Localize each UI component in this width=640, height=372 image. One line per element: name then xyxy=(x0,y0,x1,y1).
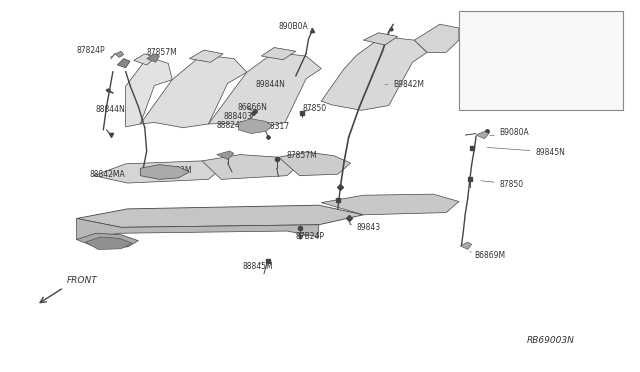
Text: 88845M: 88845M xyxy=(243,262,273,271)
Polygon shape xyxy=(414,24,459,52)
Polygon shape xyxy=(147,54,159,62)
Text: 87850: 87850 xyxy=(481,180,524,189)
Text: FRONT: FRONT xyxy=(67,276,98,285)
Text: B6B4BR: B6B4BR xyxy=(484,49,515,58)
Text: 89844N: 89844N xyxy=(255,80,291,89)
Text: 86866N: 86866N xyxy=(237,103,267,112)
Text: 87857M: 87857M xyxy=(282,151,317,160)
Text: B9842M: B9842M xyxy=(385,80,424,89)
Text: 890B0A: 890B0A xyxy=(278,22,312,31)
Polygon shape xyxy=(94,161,221,183)
Text: 68317: 68317 xyxy=(261,122,290,131)
Text: 87850: 87850 xyxy=(302,104,326,113)
Text: 89845N: 89845N xyxy=(487,147,565,157)
Polygon shape xyxy=(217,151,234,160)
Text: B9080A: B9080A xyxy=(490,128,529,137)
Polygon shape xyxy=(278,152,351,176)
Polygon shape xyxy=(115,51,124,58)
Polygon shape xyxy=(140,164,189,179)
Polygon shape xyxy=(134,54,156,65)
Polygon shape xyxy=(239,119,272,134)
Polygon shape xyxy=(460,242,472,250)
Text: 88842M: 88842M xyxy=(162,166,193,175)
Polygon shape xyxy=(261,48,296,60)
Polygon shape xyxy=(125,57,172,127)
Polygon shape xyxy=(202,155,300,179)
Polygon shape xyxy=(77,205,364,227)
Text: 87824P: 87824P xyxy=(77,46,112,57)
Polygon shape xyxy=(77,233,138,248)
Text: 88824M: 88824M xyxy=(217,121,247,129)
Polygon shape xyxy=(321,194,459,215)
Text: 89843: 89843 xyxy=(349,223,381,232)
Text: 87B24P: 87B24P xyxy=(296,232,324,241)
Polygon shape xyxy=(140,55,246,128)
Polygon shape xyxy=(117,59,130,68)
Polygon shape xyxy=(321,36,427,110)
Text: 88844N: 88844N xyxy=(96,105,125,116)
Text: RB69003N: RB69003N xyxy=(527,336,575,345)
Text: 88842MA: 88842MA xyxy=(90,170,125,179)
Text: 888403: 888403 xyxy=(223,112,252,121)
Polygon shape xyxy=(86,237,132,250)
Bar xyxy=(459,12,623,110)
Polygon shape xyxy=(189,50,223,62)
Text: B6869M: B6869M xyxy=(470,251,506,260)
Polygon shape xyxy=(476,131,489,139)
Text: 87857M: 87857M xyxy=(147,48,177,61)
Polygon shape xyxy=(209,52,321,128)
Polygon shape xyxy=(77,218,319,240)
Polygon shape xyxy=(364,33,397,45)
